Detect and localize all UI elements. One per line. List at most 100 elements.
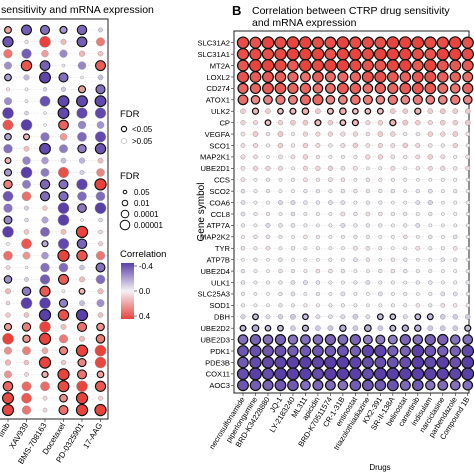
- bubble: [76, 36, 88, 48]
- bubble: [311, 47, 325, 61]
- bubble: [290, 246, 296, 251]
- bubble: [352, 107, 359, 115]
- bubble: [390, 280, 395, 285]
- bubble: [398, 47, 412, 61]
- bubble: [278, 234, 283, 239]
- legend-fdr-sig-symbol: [120, 125, 128, 133]
- bubble: [253, 303, 258, 308]
- bubble: [465, 143, 470, 148]
- bubble: [97, 157, 104, 164]
- bubble: [24, 87, 29, 92]
- bubble: [337, 379, 349, 391]
- bubble: [465, 189, 470, 194]
- bubble: [278, 246, 283, 251]
- bubble: [249, 379, 262, 392]
- bubble: [286, 36, 300, 50]
- y-tick-label: SLC25A3: [197, 290, 230, 299]
- bubble: [462, 334, 474, 345]
- bubble: [287, 334, 299, 345]
- bubble: [303, 189, 308, 194]
- bubble: [20, 59, 33, 72]
- bubble: [353, 211, 358, 217]
- bubble: [78, 287, 86, 295]
- bubble: [94, 143, 107, 155]
- bubble: [3, 49, 13, 59]
- panel-b-title-line1: Correlation between CTRP drug sensitivit…: [252, 5, 450, 17]
- bubble: [79, 276, 85, 283]
- bubble: [24, 372, 29, 377]
- bubble: [60, 324, 67, 330]
- bubble: [361, 36, 375, 49]
- bubble: [436, 367, 450, 381]
- bubble: [252, 142, 258, 148]
- bubble: [353, 245, 358, 251]
- bubble: [361, 70, 374, 84]
- bubble: [399, 71, 412, 83]
- bubble: [240, 223, 246, 228]
- bubble: [75, 225, 89, 239]
- bubble: [411, 355, 425, 369]
- bubble: [287, 379, 299, 392]
- bubble: [277, 165, 283, 171]
- bubble: [94, 403, 107, 417]
- bubble: [265, 314, 271, 320]
- bubble: [240, 246, 246, 251]
- bubble: [390, 246, 395, 251]
- bubble: [440, 223, 445, 228]
- bubble: [40, 132, 50, 142]
- bubble: [275, 94, 286, 105]
- bubble: [465, 246, 470, 251]
- bubble: [315, 143, 321, 148]
- legend-corr-tick-label: 0.4: [139, 312, 151, 321]
- bubble: [353, 200, 358, 205]
- bubble: [240, 234, 246, 239]
- bubble: [363, 324, 372, 333]
- panel-a-frame: [0, 18, 109, 420]
- bubble: [403, 246, 408, 251]
- bubble: [350, 94, 361, 106]
- bubble: [328, 246, 333, 251]
- bubble: [266, 257, 270, 262]
- bubble: [262, 334, 274, 345]
- bubble: [4, 346, 12, 355]
- bubble: [426, 313, 434, 321]
- bubble: [365, 120, 371, 126]
- bubble: [415, 189, 420, 194]
- bubble: [39, 285, 51, 297]
- bubble: [61, 63, 66, 68]
- bubble: [237, 379, 249, 392]
- bubble: [240, 211, 246, 217]
- bubble: [328, 200, 333, 205]
- bubble: [327, 325, 334, 332]
- bubble: [261, 59, 275, 73]
- bubble: [236, 36, 250, 49]
- bubble: [328, 280, 333, 285]
- y-tick-label: UBE2D3: [200, 335, 230, 344]
- y-tick-label: COA6: [209, 198, 230, 207]
- bubble: [336, 355, 350, 369]
- bubble: [403, 131, 408, 137]
- bubble: [41, 347, 49, 355]
- bubble: [453, 269, 458, 274]
- bubble: [299, 94, 311, 106]
- bubble: [79, 300, 85, 307]
- bubble: [424, 82, 437, 95]
- bubble: [315, 291, 321, 297]
- bubble: [22, 179, 31, 189]
- bubble: [38, 71, 51, 84]
- bubble: [277, 324, 284, 332]
- bubble: [253, 234, 258, 240]
- bubble: [303, 200, 308, 205]
- bubble: [326, 107, 334, 115]
- bubble: [299, 82, 312, 95]
- bubble: [398, 59, 412, 73]
- bubble: [340, 246, 345, 251]
- bubble: [240, 188, 246, 194]
- bubble: [403, 200, 408, 205]
- bubble: [387, 94, 398, 105]
- bubble: [390, 154, 396, 160]
- bubble: [303, 257, 308, 262]
- bubble: [365, 303, 370, 308]
- bubble: [440, 177, 445, 182]
- bubble: [41, 370, 49, 379]
